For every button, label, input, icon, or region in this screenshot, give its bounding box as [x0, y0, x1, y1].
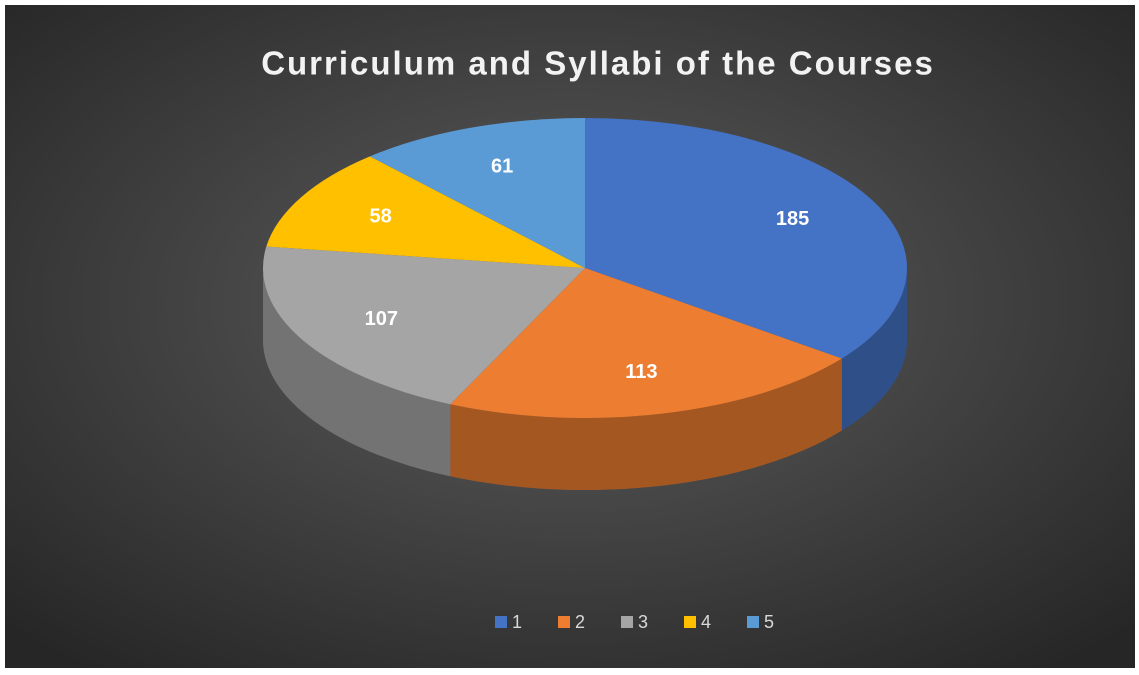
legend-label: 2	[575, 612, 585, 632]
slice-side-shade	[841, 268, 908, 431]
pie-tops	[262, 118, 908, 418]
slice	[450, 268, 842, 418]
chart-title: Curriculum and Syllabi of the Courses	[261, 45, 935, 82]
slice	[262, 246, 585, 405]
value-label: 113	[625, 361, 657, 383]
legend-label: 4	[701, 612, 711, 632]
slice-side	[450, 358, 842, 490]
value-label: 185	[776, 208, 809, 230]
legend-swatch	[558, 616, 570, 628]
value-label: 107	[365, 308, 398, 330]
value-labels: 185 113 107 58 61	[365, 155, 810, 383]
legend: 1 2 3 4 5	[495, 612, 774, 632]
legend-swatch	[495, 616, 507, 628]
value-label: 61	[491, 155, 513, 177]
slice-side	[841, 268, 908, 431]
slice-side-shade	[450, 358, 842, 490]
slice	[585, 118, 908, 359]
slice	[266, 156, 585, 268]
legend-label: 1	[512, 612, 522, 632]
legend-swatch	[621, 616, 633, 628]
legend-label: 5	[764, 612, 774, 632]
slice-side	[263, 268, 451, 477]
slice-side-shade	[263, 268, 451, 477]
legend-label: 3	[638, 612, 648, 632]
legend-swatch	[747, 616, 759, 628]
slice	[369, 118, 585, 268]
pie-sides	[263, 268, 908, 490]
legend-swatch	[684, 616, 696, 628]
value-label: 58	[369, 205, 391, 227]
